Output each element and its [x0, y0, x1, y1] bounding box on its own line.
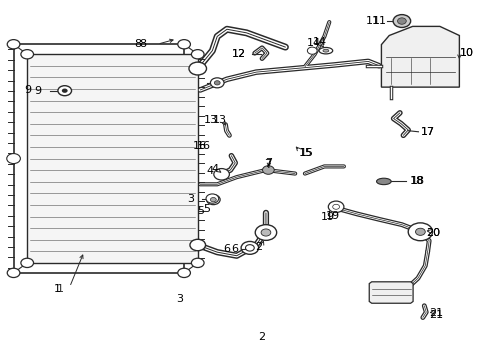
Text: 10: 10: [460, 48, 474, 58]
Circle shape: [333, 204, 340, 209]
Text: 19: 19: [321, 212, 335, 222]
Text: 13: 13: [204, 115, 218, 125]
Circle shape: [328, 201, 344, 212]
Ellipse shape: [376, 178, 391, 185]
Circle shape: [245, 245, 254, 251]
Circle shape: [192, 258, 204, 267]
Text: 20: 20: [426, 228, 441, 238]
Circle shape: [397, 18, 406, 24]
Circle shape: [7, 268, 20, 278]
Text: 18: 18: [410, 176, 423, 186]
Text: 17: 17: [420, 127, 435, 137]
Circle shape: [21, 258, 33, 267]
Circle shape: [241, 242, 259, 254]
Circle shape: [408, 223, 433, 241]
Circle shape: [210, 78, 224, 88]
Polygon shape: [369, 282, 413, 303]
Text: 8: 8: [134, 39, 142, 49]
Text: 14: 14: [313, 37, 327, 48]
Bar: [27, 54, 198, 263]
Circle shape: [261, 229, 271, 236]
Text: 4: 4: [211, 164, 219, 174]
Text: 12: 12: [232, 49, 245, 59]
Text: 19: 19: [326, 211, 340, 221]
Circle shape: [263, 166, 274, 174]
Text: 1: 1: [54, 284, 61, 294]
Text: 6: 6: [231, 244, 238, 253]
Text: 10: 10: [460, 48, 474, 58]
Text: 4: 4: [206, 166, 214, 176]
Text: 2: 2: [255, 242, 262, 252]
Text: 5: 5: [197, 206, 205, 216]
Text: 12: 12: [232, 49, 245, 59]
Circle shape: [206, 195, 220, 204]
Circle shape: [58, 86, 72, 96]
Circle shape: [393, 15, 411, 27]
Text: 16: 16: [196, 141, 211, 151]
Circle shape: [190, 239, 205, 251]
Text: 18: 18: [411, 176, 425, 186]
Text: 11: 11: [372, 17, 387, 26]
Text: 5: 5: [203, 203, 211, 213]
Ellipse shape: [323, 49, 329, 52]
Circle shape: [307, 47, 317, 54]
Text: 6: 6: [223, 244, 230, 254]
Text: 3: 3: [187, 194, 194, 203]
Circle shape: [189, 62, 206, 75]
Text: 9: 9: [24, 85, 32, 95]
Text: 15: 15: [299, 148, 314, 158]
Circle shape: [178, 40, 191, 49]
Text: 9: 9: [34, 86, 42, 96]
Circle shape: [210, 198, 216, 202]
Text: 7: 7: [264, 159, 271, 169]
Text: 11: 11: [366, 17, 380, 26]
Circle shape: [255, 225, 277, 240]
Text: 7: 7: [265, 158, 272, 168]
Circle shape: [416, 228, 425, 235]
Circle shape: [62, 89, 68, 93]
Circle shape: [7, 40, 20, 49]
Text: 17: 17: [420, 127, 435, 137]
Text: 8: 8: [139, 39, 146, 49]
Text: 13: 13: [213, 115, 227, 125]
Circle shape: [178, 268, 191, 278]
Circle shape: [7, 154, 21, 163]
Polygon shape: [381, 26, 460, 87]
Text: 16: 16: [193, 141, 207, 152]
Text: 1: 1: [56, 284, 63, 294]
Text: 21: 21: [429, 308, 443, 318]
Text: 21: 21: [429, 310, 443, 320]
Ellipse shape: [319, 48, 333, 54]
Circle shape: [214, 81, 220, 85]
Text: 2: 2: [259, 332, 266, 342]
Bar: [14, 44, 184, 273]
Circle shape: [192, 50, 204, 59]
Text: 14: 14: [307, 38, 321, 48]
Text: 20: 20: [426, 228, 441, 238]
Circle shape: [21, 50, 33, 59]
Text: 15: 15: [299, 148, 313, 158]
Circle shape: [206, 194, 219, 203]
Text: 3: 3: [176, 294, 183, 303]
Circle shape: [214, 168, 229, 180]
